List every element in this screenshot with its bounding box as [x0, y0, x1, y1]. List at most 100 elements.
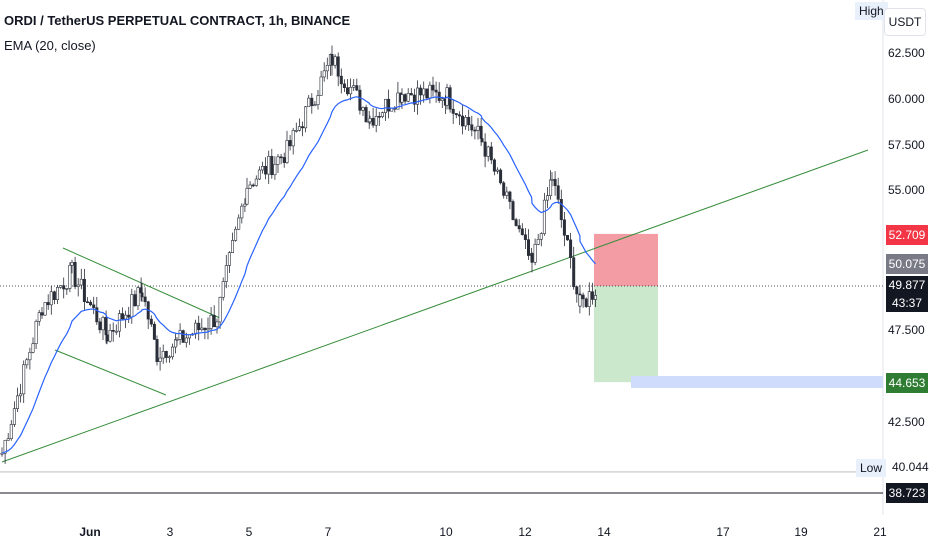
candle-body: [499, 169, 503, 184]
candle-body: [539, 233, 543, 240]
target-highlight-bar: [631, 376, 883, 388]
x-tick: 7: [324, 525, 332, 539]
candle-body: [520, 228, 524, 236]
candle-body: [550, 179, 554, 181]
candle-body: [371, 118, 375, 126]
candle-body: [549, 179, 553, 196]
candle-body: [73, 262, 77, 287]
candle-body: [396, 92, 400, 110]
candle-body: [127, 314, 131, 318]
candle-body: [467, 117, 471, 126]
candle-body: [92, 304, 96, 308]
candle-body: [206, 328, 210, 331]
bar-countdown-label: 43:37: [886, 294, 928, 312]
candle-body: [234, 228, 238, 241]
candle-body: [22, 364, 26, 395]
candle-body: [108, 330, 112, 342]
x-tick: 14: [597, 525, 611, 539]
candle-body: [43, 302, 47, 316]
y-tick: 57.500: [888, 138, 925, 152]
candle-body: [464, 117, 468, 127]
candle-body: [121, 313, 125, 320]
candle-body: [590, 291, 594, 300]
candle-body: [270, 156, 274, 176]
candle-body: [257, 169, 261, 180]
candle-body: [358, 89, 362, 111]
candle-body: [415, 87, 419, 105]
candle-body: [569, 239, 573, 258]
candle-body: [62, 285, 66, 290]
candle-body: [86, 301, 90, 304]
ema-line: [1, 96, 596, 454]
candle-body: [124, 314, 128, 320]
candle-body: [406, 93, 410, 102]
candle-body: [59, 285, 63, 288]
candle-body: [175, 339, 179, 341]
candle-body: [161, 351, 165, 359]
candle-body: [9, 424, 13, 439]
candle-body: [70, 262, 74, 266]
candle-body: [565, 234, 569, 241]
candle-body: [294, 130, 298, 132]
candle-body: [556, 185, 560, 200]
candle-body: [209, 314, 213, 329]
candle-body: [523, 234, 527, 240]
candle-body: [184, 337, 188, 343]
candle-body: [517, 225, 521, 230]
candle-body: [380, 112, 384, 117]
candle-body: [511, 201, 515, 220]
x-tick: 3: [166, 525, 174, 539]
candle-body: [178, 330, 182, 340]
candle-body: [171, 346, 175, 358]
candle-body: [181, 330, 185, 343]
candle-body: [237, 217, 241, 230]
candle-body: [114, 330, 118, 333]
currency-button[interactable]: USDT: [884, 8, 926, 36]
candle-body: [428, 84, 432, 99]
candle-body: [248, 184, 252, 189]
candle-body: [313, 104, 317, 107]
candle-body: [437, 91, 441, 101]
candle-body: [445, 87, 449, 106]
candle-body: [412, 94, 416, 105]
candle-body: [6, 438, 10, 441]
candle-body: [483, 141, 487, 157]
candle-body: [505, 191, 509, 196]
indicator-legend[interactable]: EMA (20, close): [4, 38, 96, 53]
candle-body: [387, 98, 391, 112]
candle-body: [440, 98, 444, 101]
candle-body: [377, 116, 381, 118]
candle-body: [200, 327, 204, 331]
candle-body: [231, 240, 235, 253]
candle-body: [240, 205, 244, 219]
candle-body: [55, 287, 59, 300]
candle-body: [143, 296, 147, 303]
candle-body: [164, 351, 168, 358]
candle-body: [349, 86, 353, 95]
candle-body: [342, 83, 346, 89]
y-tick: 47.500: [888, 323, 925, 337]
candle-body: [457, 114, 461, 117]
candle-body: [98, 321, 102, 331]
candle-body: [578, 294, 582, 307]
candle-body: [267, 156, 271, 175]
candle-body: [224, 265, 228, 282]
x-tick: 21: [873, 525, 887, 539]
candle-body: [105, 334, 109, 342]
candle-body: [383, 98, 387, 113]
candle-body: [3, 439, 7, 454]
candle-body: [245, 187, 249, 205]
candle-body: [15, 395, 19, 409]
candle-body: [409, 93, 413, 96]
candle-body: [473, 129, 477, 132]
candle-body: [454, 113, 458, 116]
y-tick: 60.000: [888, 92, 925, 106]
candle-body: [368, 118, 372, 123]
candle-body: [533, 244, 537, 263]
candle-body: [65, 288, 69, 290]
candle-body: [82, 278, 86, 303]
candle-body: [403, 94, 407, 102]
candle-body: [322, 70, 326, 78]
ema-price-label: 50.075: [886, 254, 928, 274]
